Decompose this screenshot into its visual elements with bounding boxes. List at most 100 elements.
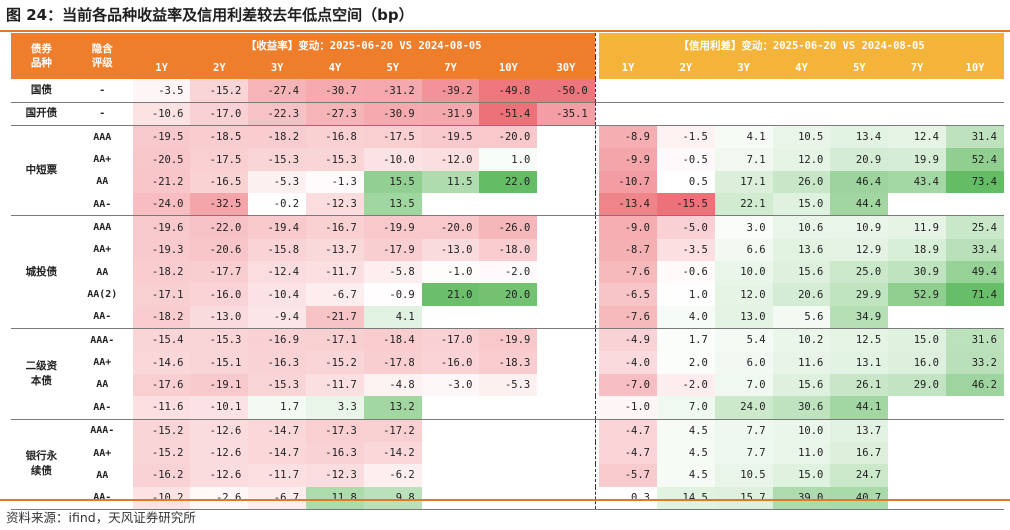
yield-cell xyxy=(479,464,538,487)
spread-cell: -4.7 xyxy=(599,441,657,465)
rating-cell: - xyxy=(71,102,133,127)
spread-cell: 2.0 xyxy=(657,351,715,374)
table-row: AA -16.2 -12.6 -11.7 -12.3 -6.2 -5.7 4.5 10.5 15.… xyxy=(11,464,1004,487)
spread-cell: 33.2 xyxy=(945,351,1004,374)
spread-cell: 13.1 xyxy=(830,351,889,374)
spread-cell: 44.4 xyxy=(830,193,889,217)
spread-cell xyxy=(888,102,946,127)
spread-cell: 17.1 xyxy=(714,170,773,194)
spread-cell: 22.1 xyxy=(714,193,773,217)
yield-cell: -18.4 xyxy=(363,328,422,352)
spread-cell: -9.0 xyxy=(599,215,657,239)
header-gap xyxy=(594,33,600,80)
table-row: 中短票 AAA -19.5 -18.5 -18.2 -16.8 -17.5 -19.5 -20.… xyxy=(11,125,1004,217)
spread-cell: 12.9 xyxy=(830,238,889,262)
spread-cell: 3.0 xyxy=(714,215,773,239)
spread-cell xyxy=(945,102,1004,127)
spread-cell: -7.6 xyxy=(599,261,657,284)
spread-cell xyxy=(945,79,1004,103)
spread-cell xyxy=(945,305,1004,330)
yield-cell: -17.3 xyxy=(306,419,364,442)
yield-cell: -21.2 xyxy=(132,170,191,194)
yield-cell: -15.2 xyxy=(190,79,249,103)
spread-cell: 7.1 xyxy=(714,148,773,171)
header-bond-type: 债券品种 xyxy=(11,33,72,80)
yield-cell: -20.6 xyxy=(190,238,249,262)
rating-cell: AA xyxy=(96,469,109,481)
yield-cell: -16.8 xyxy=(306,125,364,149)
spread-cell: 24.7 xyxy=(830,464,889,487)
spread-cell: 7.0 xyxy=(714,373,773,397)
yield-cell: -6.7 xyxy=(306,283,364,306)
yield-cell: -1.0 xyxy=(421,261,480,284)
spread-cell: -15.5 xyxy=(657,193,715,217)
spread-cell: 12.4 xyxy=(888,125,946,149)
yield-cell xyxy=(537,396,596,420)
spread-cell: 4.5 xyxy=(657,419,715,442)
yield-cell: -14.7 xyxy=(248,441,307,465)
spread-cell: 13.0 xyxy=(714,305,773,330)
yield-cell: -16.0 xyxy=(190,283,249,306)
yield-tenor-4y: 4Y xyxy=(306,57,364,80)
column-gap xyxy=(594,486,600,510)
spread-cell xyxy=(888,305,946,330)
yield-header-title: 【收益率】变动：2025-06-20 VS 2024-08-05 xyxy=(132,33,596,57)
spread-cell: 30.9 xyxy=(888,261,946,284)
table-row: 银行永续债 AAA- -15.2 -12.6 -14.7 -17.3 -17.2 -4.7 4.… xyxy=(11,419,1004,510)
yield-cell: -13.0 xyxy=(190,305,249,330)
yield-cell: -12.6 xyxy=(190,464,249,487)
spread-cell: 10.0 xyxy=(772,419,831,442)
spread-cell: 16.7 xyxy=(830,441,889,465)
spread-cell: 49.4 xyxy=(945,261,1004,284)
rating-cell: AA+ xyxy=(93,154,112,166)
yield-cell: -11.7 xyxy=(248,464,307,487)
bond-category: 国开债 xyxy=(11,102,72,127)
spread-cell: 11.0 xyxy=(772,441,831,465)
yield-cell: -15.2 xyxy=(132,419,191,442)
yield-cell xyxy=(537,464,596,487)
yield-cell: -9.4 xyxy=(248,305,307,330)
rating-cell: AA- xyxy=(71,486,133,510)
yield-cell xyxy=(421,396,480,420)
spread-cell: 52.9 xyxy=(888,283,946,306)
yield-cell: -18.2 xyxy=(132,261,191,284)
spread-cell: 52.4 xyxy=(945,148,1004,171)
spread-tenor-3y: 3Y xyxy=(714,57,773,80)
yield-cell: -19.3 xyxy=(132,238,191,262)
spread-cell: 24.0 xyxy=(714,396,773,420)
yield-cell: -11.7 xyxy=(306,261,364,284)
spread-tenor-4y: 4Y xyxy=(772,57,831,80)
yield-cell: -10.1 xyxy=(190,396,249,420)
table-row: 国开债 - -10.6 -17.0 -22.3 -27.3 -30.9 -31.9 -51.4-… xyxy=(11,102,1004,127)
spread-cell xyxy=(772,102,831,127)
table-row: 城投债 AAA -19.6 -22.0 -19.4 -16.7 -19.9 -20.0 -26.… xyxy=(11,215,1004,330)
column-gap xyxy=(594,148,600,171)
yield-cell: -17.8 xyxy=(363,351,422,374)
spread-cell: 18.9 xyxy=(888,238,946,262)
yield-cell: -19.5 xyxy=(132,125,191,149)
spread-cell: 15.0 xyxy=(772,193,831,217)
yield-cell: -2.0 xyxy=(479,261,538,284)
column-gap xyxy=(594,328,600,352)
yield-cell: -16.2 xyxy=(132,464,191,487)
yield-cell: -12.4 xyxy=(248,261,307,284)
spread-cell: -10.7 xyxy=(599,170,657,194)
spread-cell xyxy=(599,102,657,127)
yield-cell xyxy=(421,419,480,442)
yield-cell: -22.0 xyxy=(190,215,249,239)
yield-cell: -4.8 xyxy=(363,373,422,397)
yield-cell: 11.8 xyxy=(306,486,364,510)
yield-cell xyxy=(537,125,596,149)
column-gap xyxy=(594,102,600,127)
yield-cell: -15.2 xyxy=(306,351,364,374)
rating-cell: AA- xyxy=(71,193,133,217)
yield-cell: -11.7 xyxy=(306,373,364,397)
yield-cell: -19.9 xyxy=(363,215,422,239)
rating-cell: AA+ xyxy=(93,447,112,459)
column-gap xyxy=(594,373,600,397)
spread-cell: 0.3 xyxy=(599,486,657,510)
spread-cell: -4.7 xyxy=(599,419,657,442)
yield-cell: -10.0 xyxy=(363,148,422,171)
spread-tenor-10y: 10Y xyxy=(945,57,1004,80)
yield-cell: -17.0 xyxy=(421,328,480,352)
